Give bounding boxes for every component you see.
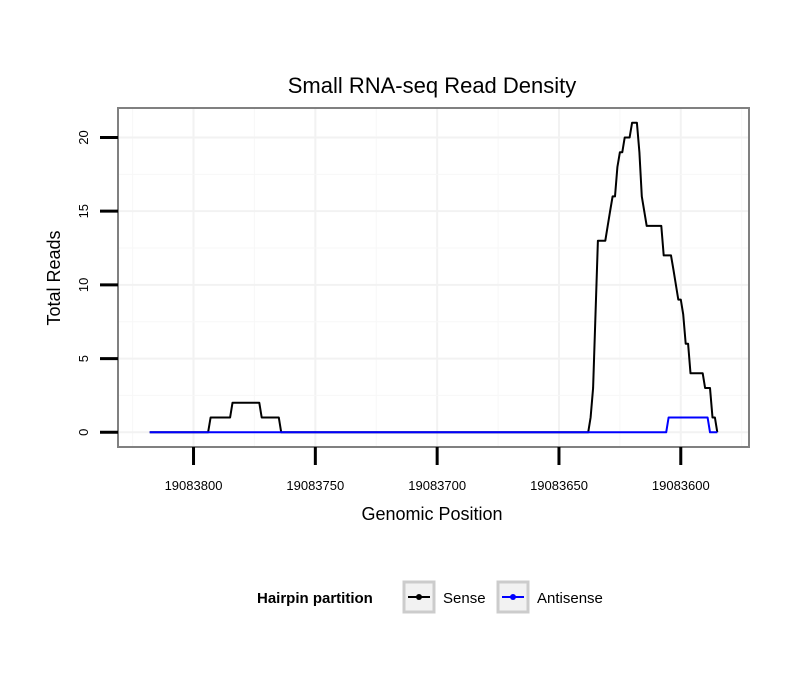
- y-axis: 0 5 10 15 20: [76, 130, 118, 436]
- x-tick-label: 19083750: [286, 478, 344, 493]
- legend-dot-antisense: [510, 594, 516, 600]
- legend-title: Hairpin partition: [257, 590, 373, 607]
- series-layer: [149, 121, 719, 434]
- legend-item-antisense: Antisense: [496, 580, 603, 614]
- legend-dot-sense: [416, 594, 422, 600]
- y-tick-label: 5: [76, 355, 91, 362]
- y-tick-label: 0: [76, 429, 91, 436]
- series-line-sense: [149, 121, 719, 434]
- x-tick-label: 19083600: [652, 478, 710, 493]
- legend-label-sense: Sense: [443, 590, 486, 607]
- x-tick-label: 19083650: [530, 478, 588, 493]
- y-tick-label: 20: [76, 130, 91, 144]
- chart-title: Small RNA-seq Read Density: [288, 73, 577, 98]
- legend-label-antisense: Antisense: [537, 590, 603, 607]
- plot-panel-border: [117, 107, 750, 448]
- x-tick-label: 19083800: [165, 478, 223, 493]
- x-tick-label: 19083700: [408, 478, 466, 493]
- y-tick-label: 10: [76, 278, 91, 292]
- series-line-antisense: [149, 416, 718, 434]
- y-tick-label: 15: [76, 204, 91, 218]
- x-axis-title: Genomic Position: [361, 504, 502, 524]
- y-axis-title: Total Reads: [44, 230, 64, 325]
- legend-item-sense: Sense: [402, 580, 486, 614]
- x-axis: 19083800 19083750 19083700 19083650 19083600: [165, 447, 710, 493]
- grid-lines: [118, 108, 749, 447]
- legend: Hairpin partition Sense Antisense: [257, 580, 603, 614]
